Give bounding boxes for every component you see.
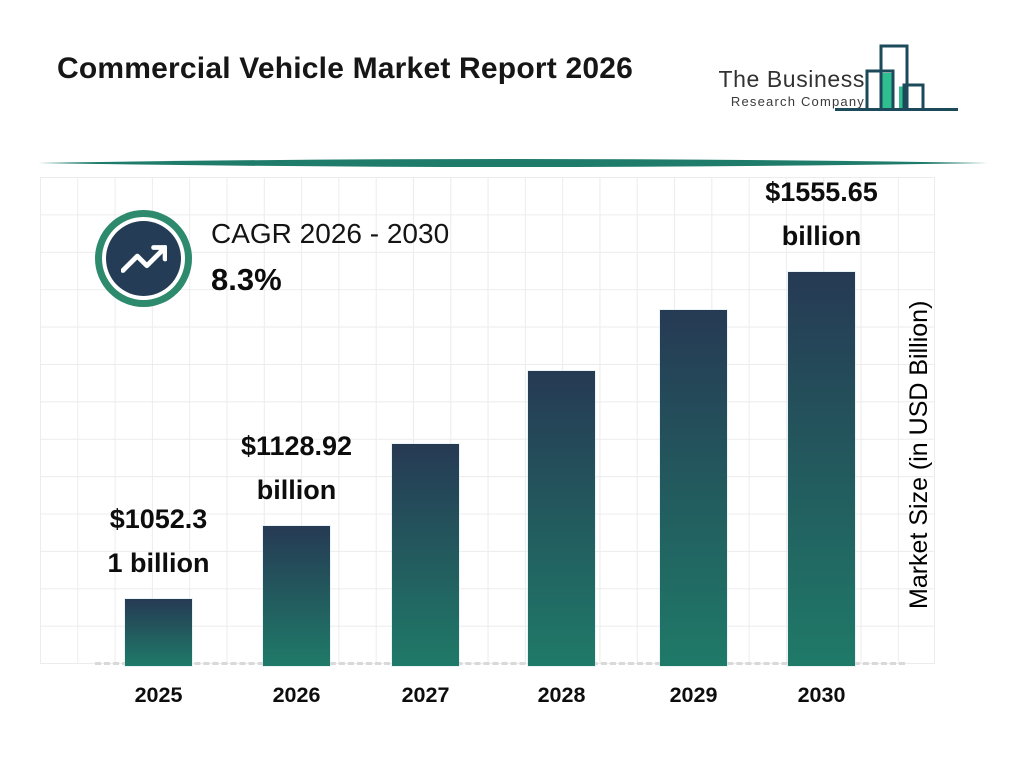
bar-value-label-2026: $1128.92 billion [240,431,353,505]
x-axis-baseline [95,662,905,665]
company-logo-text: The Business Research Company [718,66,865,109]
bar-2025 [124,598,193,667]
bar-2029 [659,309,728,667]
x-axis-label-2027: 2027 [401,683,450,707]
x-axis-label-2030: 2030 [797,683,846,707]
cagr-value: 8.3% [211,262,282,297]
bar-2030 [787,271,856,667]
logo-name-line2: Research Company [730,94,865,109]
logo-bars-icon [835,44,958,111]
bar-value-label-2025: $1052.3 1 billion [107,504,210,578]
x-axis-label-2026: 2026 [272,683,321,707]
cagr-range-label: CAGR 2026 - 2030 [211,218,450,249]
x-axis-label-2029: 2029 [669,683,718,707]
y-axis-label: Market Size (in USD Billion) [905,300,933,610]
x-axis-label-2028: 2028 [537,683,586,707]
bar-2026 [262,525,331,667]
trending-up-icon [106,221,181,296]
bar-value-label-2030: $1555.65 billion [765,177,878,251]
bar-2027 [391,443,460,667]
logo-name-line1: The Business [718,66,865,92]
cagr-badge [95,210,192,307]
bar-2028 [527,370,596,667]
divider-line [38,159,988,167]
x-axis-label-2025: 2025 [134,683,183,707]
page-title: Commercial Vehicle Market Report 2026 [57,52,633,85]
